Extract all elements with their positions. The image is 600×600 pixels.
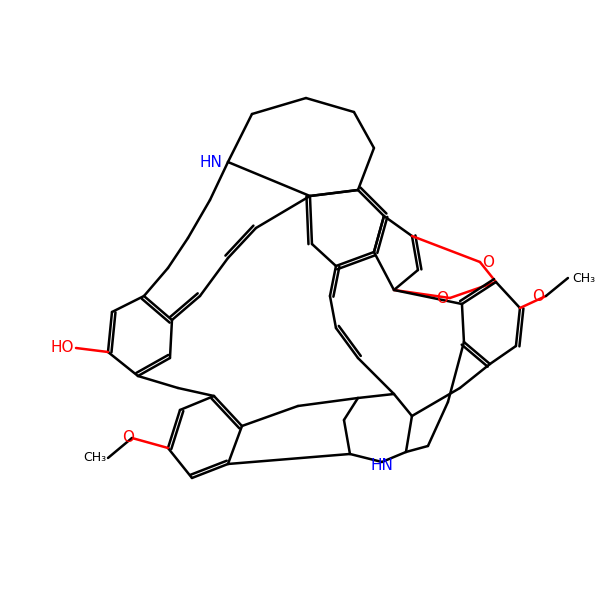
Text: O: O — [532, 289, 544, 304]
Text: O: O — [436, 290, 448, 305]
Text: CH₃: CH₃ — [83, 451, 106, 464]
Text: HO: HO — [50, 340, 74, 355]
Text: CH₃: CH₃ — [572, 272, 595, 284]
Text: O: O — [482, 254, 494, 269]
Text: HN: HN — [371, 458, 394, 473]
Text: O: O — [122, 430, 134, 445]
Text: HN: HN — [199, 155, 222, 170]
